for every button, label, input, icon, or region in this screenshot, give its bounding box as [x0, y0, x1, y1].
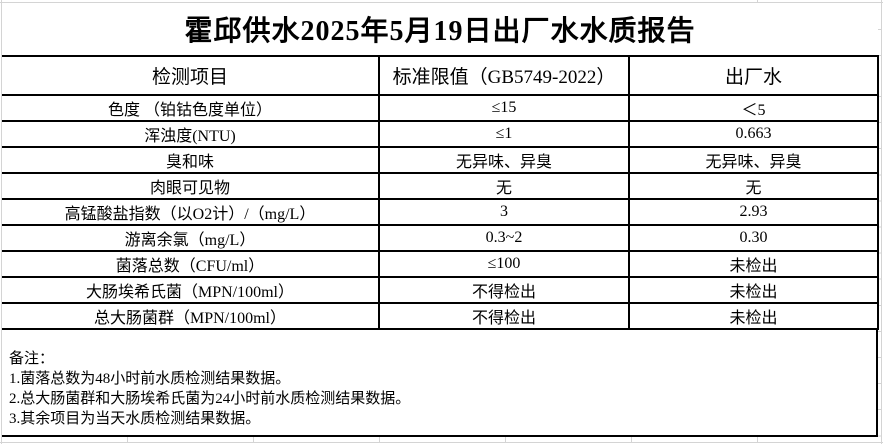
- cell-value: 0.663: [628, 120, 879, 148]
- notes-section: 备注： 1.菌落总数为48小时前水质检测结果数据。 2.总大肠菌群和大肠埃希氏菌…: [2, 330, 878, 437]
- cell-limit: 0.3~2: [378, 224, 630, 252]
- gridline: [878, 29, 881, 30]
- cell-limit: ≤15: [378, 94, 630, 122]
- column-header-item: 检测项目: [2, 55, 380, 96]
- gridline: [0, 2, 883, 3]
- gridline: [878, 55, 881, 56]
- cell-item: 总大肠菌群（MPN/100ml）: [2, 302, 380, 330]
- cell-limit: 无: [378, 172, 630, 200]
- note-line: 3.其余项目为当天水质检测结果数据。: [9, 411, 261, 427]
- table-row: 肉眼可见物 无 无: [2, 172, 879, 200]
- note-line: 2.总大肠菌群和大肠埃希氏菌为24小时前水质检测结果数据。: [9, 391, 411, 407]
- cell-limit: 不得检出: [378, 302, 630, 330]
- cell-item: 大肠埃希氏菌（MPN/100ml）: [2, 276, 380, 304]
- cell-limit: 3: [378, 198, 630, 226]
- table-row: 色度 （铂钴色度单位） ≤15 ＜5: [2, 94, 879, 122]
- cell-value: 2.93: [628, 198, 879, 226]
- cell-value: 未检出: [628, 302, 879, 330]
- cell-item: 色度 （铂钴色度单位）: [2, 94, 380, 122]
- cell-item: 肉眼可见物: [2, 172, 380, 200]
- table-header-row: 检测项目 标准限值（GB5749-2022） 出厂水: [2, 55, 879, 96]
- cell-value: ＜5: [628, 94, 879, 122]
- table-row: 总大肠菌群（MPN/100ml） 不得检出 未检出: [2, 302, 879, 330]
- table-row: 高锰酸盐指数（以O2计）/（mg/L） 3 2.93: [2, 198, 879, 226]
- cell-limit: ≤1: [378, 120, 630, 148]
- gridline: [2, 437, 881, 442]
- table-row: 浑浊度(NTU) ≤1 0.663: [2, 120, 879, 148]
- gridline: [878, 96, 881, 437]
- cell-value: 无: [628, 172, 879, 200]
- cell-item: 浑浊度(NTU): [2, 120, 380, 148]
- cell-item: 游离余氯（mg/L）: [2, 224, 380, 252]
- column-header-value: 出厂水: [628, 55, 879, 96]
- cell-item: 高锰酸盐指数（以O2计）/（mg/L）: [2, 198, 380, 226]
- water-quality-table: 检测项目 标准限值（GB5749-2022） 出厂水 色度 （铂钴色度单位） ≤…: [2, 55, 879, 330]
- gridline: [1, 0, 2, 444]
- table-row: 臭和味 无异味、异臭 无异味、异臭: [2, 146, 879, 174]
- cell-value: 未检出: [628, 276, 879, 304]
- cell-item: 菌落总数（CFU/ml）: [2, 250, 380, 278]
- notes-label: 备注：: [9, 351, 55, 367]
- gridline: [757, 0, 758, 2]
- cell-item: 臭和味: [2, 146, 380, 174]
- cell-value: 0.30: [628, 224, 879, 252]
- cell-value: 无异味、异臭: [628, 146, 879, 174]
- note-line: 1.菌落总数为48小时前水质检测结果数据。: [9, 371, 291, 387]
- table-row: 游离余氯（mg/L） 0.3~2 0.30: [2, 224, 879, 252]
- column-header-limit: 标准限值（GB5749-2022）: [378, 55, 630, 96]
- page-title: 霍邱供水2025年5月19日出厂水水质报告: [184, 16, 696, 47]
- cell-value: 未检出: [628, 250, 879, 278]
- gridline: [0, 442, 883, 443]
- table-row: 菌落总数（CFU/ml） ≤100 未检出: [2, 250, 879, 278]
- table-row: 大肠埃希氏菌（MPN/100ml） 不得检出 未检出: [2, 276, 879, 304]
- gridline: [881, 0, 882, 444]
- cell-limit: ≤100: [378, 250, 630, 278]
- cell-limit: 不得检出: [378, 276, 630, 304]
- cell-limit: 无异味、异臭: [378, 146, 630, 174]
